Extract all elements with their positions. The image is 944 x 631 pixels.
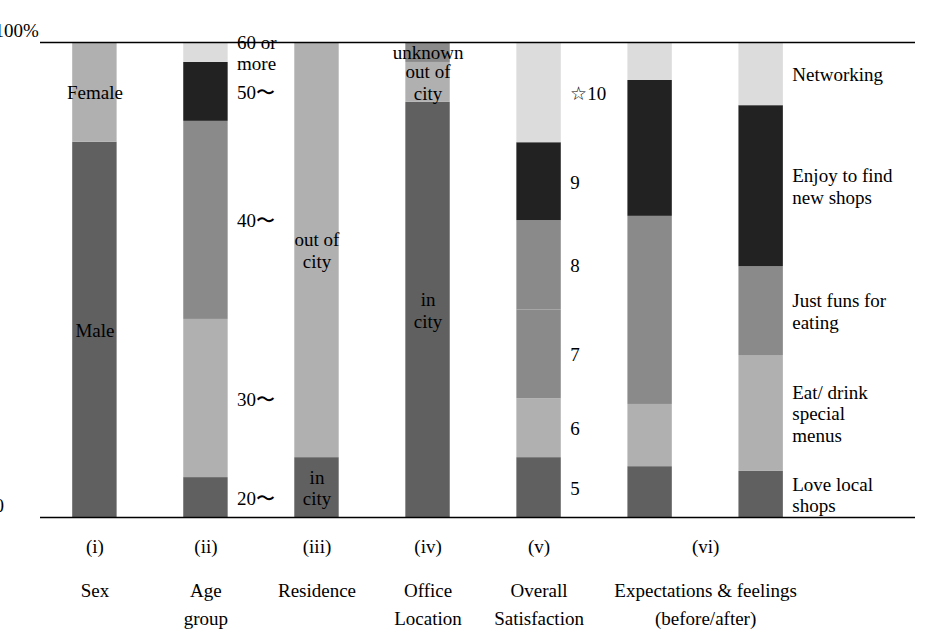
svg-text:(iv): (iv) (414, 536, 441, 558)
svg-text:9: 9 (570, 172, 580, 193)
svg-text:0: 0 (0, 495, 4, 516)
svg-text:Networking: Networking (792, 64, 883, 85)
svg-text:incity: incity (303, 467, 332, 510)
svg-text:7: 7 (570, 344, 580, 365)
svg-text:20〜: 20〜 (237, 488, 275, 509)
svg-text:(ii): (ii) (194, 536, 217, 558)
svg-text:Residence: Residence (278, 580, 356, 601)
svg-text:Agegroup: Agegroup (184, 580, 228, 629)
svg-text:Expectations & feelings(before: Expectations & feelings(before/after) (614, 580, 797, 630)
svg-text:Sex: Sex (81, 580, 110, 601)
svg-text:50〜: 50〜 (237, 82, 275, 103)
svg-text:☆10: ☆10 (570, 83, 606, 104)
svg-text:Eat/ drinkspecialmenus: Eat/ drinkspecialmenus (792, 382, 868, 447)
svg-text:5: 5 (570, 478, 580, 499)
svg-text:unknown: unknown (393, 42, 464, 63)
svg-text:40〜: 40〜 (237, 210, 275, 231)
svg-text:OverallSatisfaction: OverallSatisfaction (494, 580, 584, 629)
svg-text:60 ormore: 60 ormore (237, 32, 277, 75)
svg-text:30〜: 30〜 (237, 389, 275, 410)
svg-text:Enjoy to findnew shops: Enjoy to findnew shops (792, 165, 893, 208)
svg-text:Female: Female (67, 82, 123, 103)
svg-text:100%: 100% (0, 20, 39, 41)
svg-text:(iii): (iii) (303, 536, 332, 558)
svg-text:out ofcity: out ofcity (295, 229, 341, 272)
svg-text:6: 6 (570, 418, 580, 439)
svg-text:OfficeLocation: OfficeLocation (394, 580, 462, 629)
svg-text:out ofcity: out ofcity (406, 61, 452, 104)
svg-text:(v): (v) (528, 536, 550, 558)
svg-text:Just funs foreating: Just funs foreating (792, 290, 887, 333)
svg-text:Male: Male (75, 320, 114, 341)
svg-text:Love localshops: Love localshops (792, 474, 873, 517)
svg-text:(vi): (vi) (692, 536, 719, 558)
svg-text:incity: incity (414, 289, 443, 332)
svg-text:(i): (i) (86, 536, 104, 558)
svg-text:8: 8 (570, 255, 580, 276)
